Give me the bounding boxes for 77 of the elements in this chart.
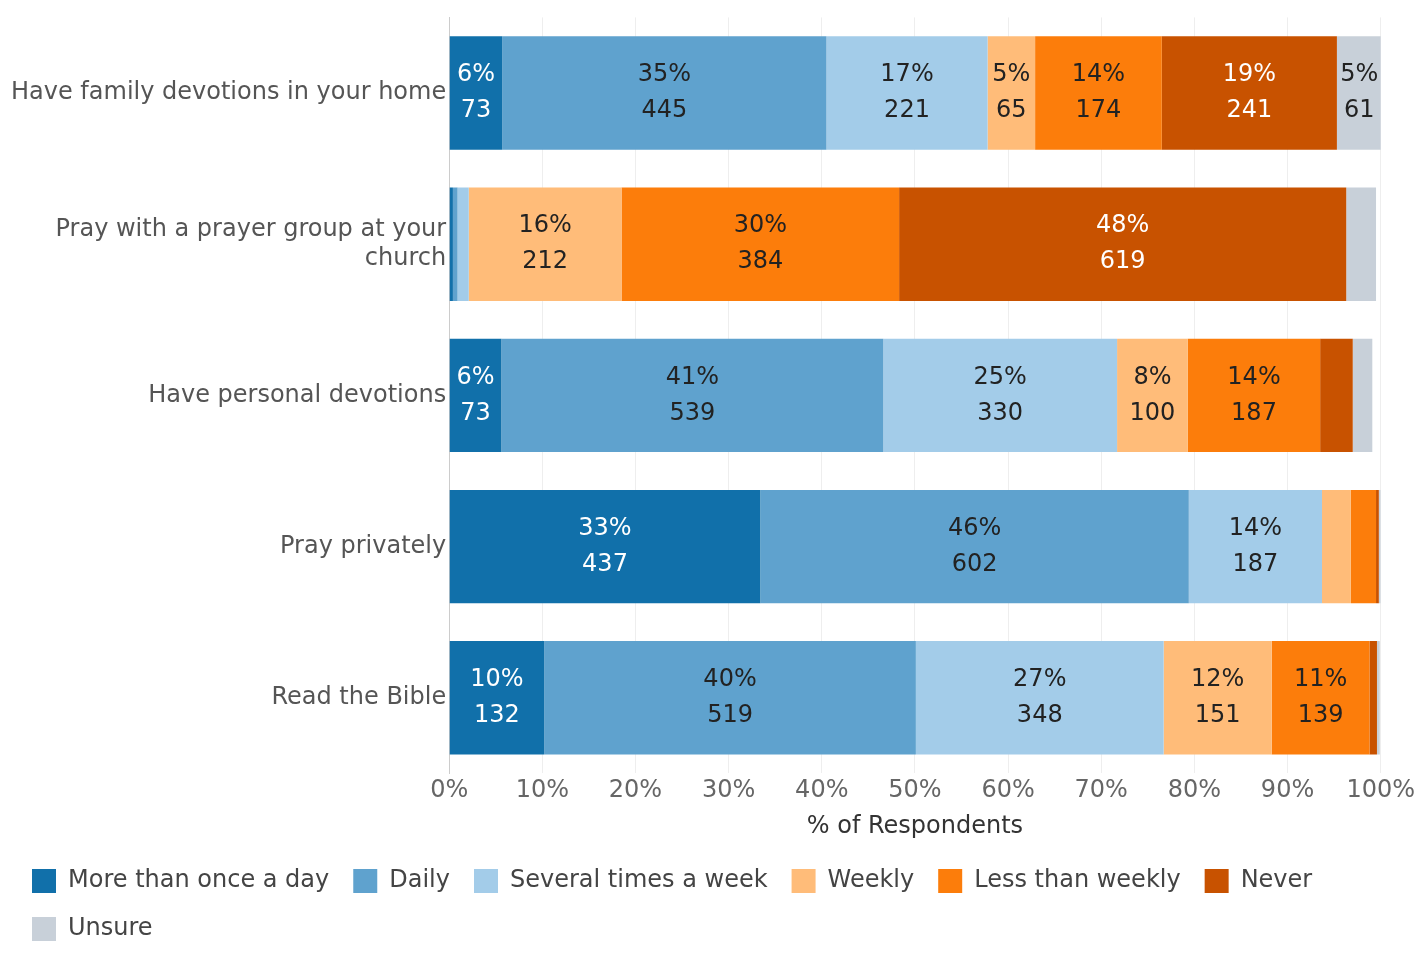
- data-label: 33% 437: [578, 512, 632, 577]
- bar: [452, 187, 458, 301]
- data-label: 14% 187: [1228, 512, 1283, 577]
- bar: [544, 641, 916, 755]
- data-label: 30% 384: [733, 210, 787, 275]
- bar: [1346, 187, 1377, 301]
- x-tick-label: 100%: [1346, 775, 1416, 804]
- y-tick-label: Read the Bible: [271, 682, 447, 711]
- bar: [1161, 36, 1337, 150]
- data-label: 5% 61: [1340, 59, 1379, 124]
- x-tick-label: 10%: [515, 775, 570, 804]
- legend-label: Weekly: [827, 865, 915, 894]
- legend-label: More than once a day: [68, 865, 330, 894]
- bar: [449, 36, 503, 150]
- bar: [502, 36, 827, 150]
- x-axis-title: % of Respondents: [806, 810, 1024, 839]
- data-label: 14% 187: [1227, 361, 1281, 426]
- data-label: 5% 65: [992, 59, 1031, 124]
- bar: [449, 641, 545, 755]
- bar: [1188, 489, 1323, 604]
- legend-label: Less than weekly: [974, 865, 1181, 894]
- x-tick-label: 60%: [981, 775, 1035, 804]
- bar: [501, 338, 884, 453]
- bar: [1350, 489, 1377, 604]
- data-label: 6% 73: [456, 59, 496, 124]
- data-label: 12% 151: [1191, 664, 1245, 729]
- bar: [883, 338, 1118, 453]
- bar: [1117, 338, 1188, 453]
- x-tick-label: 40%: [795, 775, 849, 804]
- y-tick-label: Pray with a prayer group at your church: [55, 214, 447, 271]
- data-label: 17% 221: [880, 59, 934, 124]
- data-label: 16% 212: [518, 210, 572, 275]
- data-label: 14% 174: [1071, 59, 1126, 124]
- data-label: 10% 132: [470, 664, 524, 729]
- x-tick-label: 70%: [1074, 775, 1128, 804]
- bar: [1187, 338, 1321, 453]
- data-label: 40% 519: [703, 664, 757, 729]
- legend-label: Unsure: [68, 913, 153, 942]
- bar: [449, 187, 453, 301]
- x-tick-label: 20%: [608, 775, 663, 804]
- bar: [760, 489, 1189, 604]
- bar: [1163, 641, 1272, 755]
- bar: [1035, 36, 1162, 150]
- x-tick-label: 80%: [1167, 775, 1222, 804]
- x-tick-label: 90%: [1260, 775, 1315, 804]
- bar: [449, 489, 761, 604]
- y-tick-label: Have family devotions in your home: [11, 77, 447, 106]
- data-label: 41% 539: [665, 361, 719, 426]
- bar: [457, 187, 469, 301]
- data-label: 46% 602: [947, 512, 1002, 577]
- data-label: 35% 445: [637, 59, 692, 124]
- data-label: 6% 73: [456, 361, 495, 426]
- data-label: 48% 619: [1095, 210, 1150, 275]
- legend-label: Several times a week: [509, 865, 768, 894]
- legend-label: Never: [1240, 865, 1313, 894]
- bar: [1271, 641, 1370, 755]
- bar: [468, 187, 622, 301]
- x-tick-label: 0%: [430, 775, 469, 804]
- bar: [1369, 641, 1377, 755]
- data-label: 19% 241: [1222, 59, 1277, 124]
- bar: [1352, 338, 1373, 453]
- bar: [1376, 641, 1380, 755]
- y-tick-label: Have personal devotions: [148, 379, 447, 408]
- legend-label: Daily: [389, 865, 450, 894]
- bar: [915, 641, 1164, 755]
- bar: [1320, 338, 1353, 453]
- x-tick-label: 50%: [888, 775, 942, 804]
- data-label: 25% 330: [973, 361, 1027, 426]
- bar: [621, 187, 900, 301]
- bar: [1322, 489, 1351, 604]
- data-label: 8% 100: [1129, 361, 1176, 426]
- data-label: 27% 348: [1013, 664, 1067, 729]
- y-tick-label: Pray privately: [280, 530, 447, 559]
- bar: [826, 36, 988, 150]
- x-tick-label: 30%: [701, 775, 756, 804]
- bar: [899, 187, 1347, 301]
- data-label: 11% 139: [1293, 664, 1348, 729]
